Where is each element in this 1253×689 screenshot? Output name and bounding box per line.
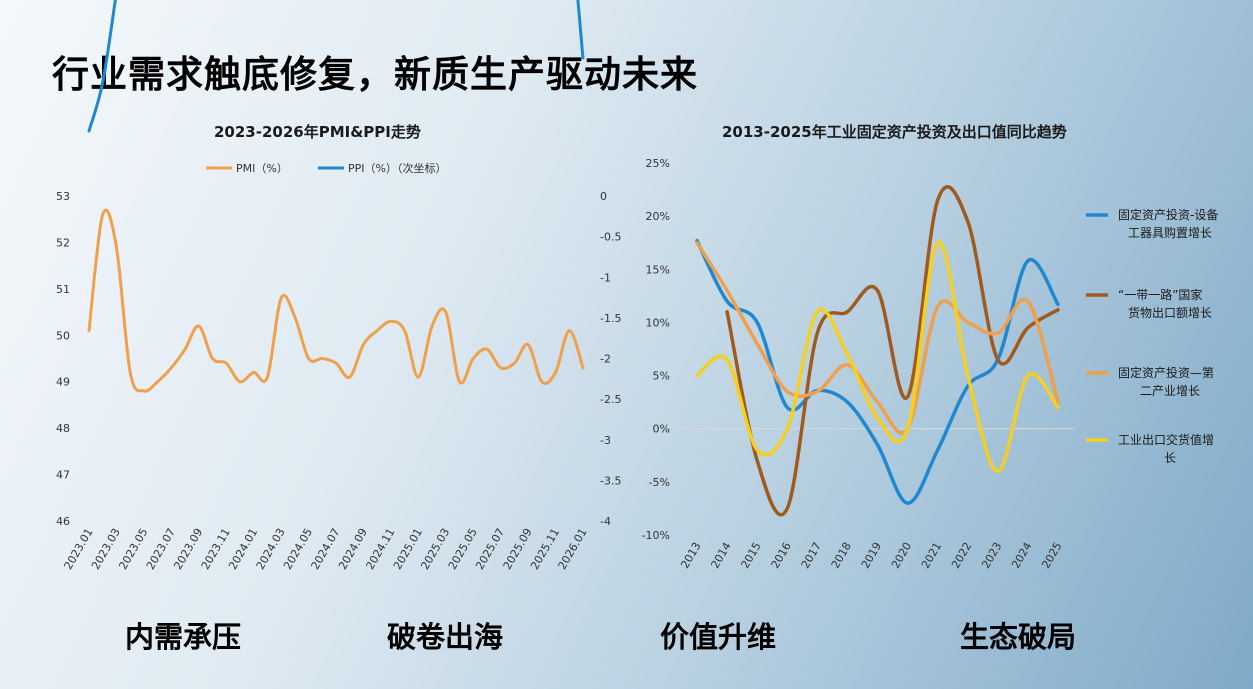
y-axis-tick-label: -5% bbox=[649, 476, 670, 489]
keyword-domestic-demand: 内需承压 bbox=[125, 620, 242, 654]
left-axis-tick-label: 50 bbox=[56, 329, 70, 342]
right-axis-tick-label: -2 bbox=[600, 353, 611, 366]
belt-road-export-line bbox=[725, 185, 1060, 517]
legend-label: 固定资产投资—第二产业增长 bbox=[1118, 365, 1214, 398]
x-axis-tick-label: 2021 bbox=[919, 540, 944, 571]
chart2-title: 2013-2025年工业固定资产投资及出口值同比趋势 bbox=[722, 123, 1067, 141]
y-axis-tick-label: 10% bbox=[646, 316, 670, 329]
pmi-series-line bbox=[87, 208, 585, 393]
legend-label: 工业出口交货值增长 bbox=[1118, 432, 1214, 465]
right-axis-tick-label: -1.5 bbox=[600, 312, 621, 325]
right-axis-tick-label: -3.5 bbox=[600, 474, 621, 487]
right-axis-tick-label: 0 bbox=[600, 190, 607, 203]
keyword-value-upgrade: 价值升维 bbox=[660, 620, 777, 654]
equipment-investment-line bbox=[695, 238, 1060, 505]
right-axis-tick-label: -3 bbox=[600, 434, 611, 447]
x-axis-tick-label: 2014 bbox=[708, 540, 733, 571]
secondary-industry-investment-line bbox=[695, 240, 1060, 435]
left-axis-tick-label: 47 bbox=[56, 469, 70, 482]
legend-label: 固定资产投资-设备工器具购置增长 bbox=[1118, 207, 1218, 240]
right-axis-tick-label: -4 bbox=[600, 515, 611, 528]
y-axis-tick-label: -10% bbox=[642, 529, 670, 542]
x-axis-tick-label: 2020 bbox=[889, 540, 914, 571]
pmi-ppi-chart: 53 52 51 50 49 48 47 46 0 -0.5 -1 -1.5 -2 -2.5 -3 -3.5 -… bbox=[56, 0, 621, 572]
left-axis-tick-label: 51 bbox=[56, 283, 70, 296]
left-axis-tick-label: 52 bbox=[56, 236, 70, 249]
keyword-ecosystem-breakthrough: 生态破局 bbox=[960, 620, 1077, 654]
x-axis-tick-label: 2017 bbox=[799, 540, 824, 571]
x-axis-tick-label: 2023 bbox=[979, 540, 1004, 571]
legend-label: PPI（%）（次坐标） bbox=[348, 161, 446, 175]
page-title: 行业需求触底修复，新质生产驱动未来 bbox=[52, 53, 698, 96]
legend-label: “一带一路”国家货物出口额增长 bbox=[1118, 287, 1212, 320]
left-axis-tick-label: 49 bbox=[56, 376, 70, 389]
x-axis-tick-label: 2025 bbox=[1039, 540, 1064, 571]
x-axis-tick-label: 2022 bbox=[949, 540, 974, 571]
x-axis-tick-label: 2015 bbox=[739, 540, 764, 571]
right-axis-tick-label: -1 bbox=[600, 271, 611, 284]
y-axis-tick-label: 15% bbox=[646, 263, 670, 276]
y-axis-tick-label: 0% bbox=[653, 423, 670, 436]
x-axis-tick-label: 2013 bbox=[678, 540, 703, 571]
investment-export-chart: 25%20%15%10%5%0%-5%-10%2013 2014 2015 2016 2… bbox=[642, 157, 1219, 571]
left-axis-tick-label: 53 bbox=[56, 190, 70, 203]
y-axis-tick-label: 25% bbox=[646, 157, 670, 170]
keyword-going-overseas: 破卷出海 bbox=[387, 620, 504, 654]
legend-label: PMI（%） bbox=[236, 162, 288, 175]
y-axis-tick-label: 20% bbox=[646, 210, 670, 223]
left-axis-tick-label: 46 bbox=[56, 515, 70, 528]
right-axis-tick-label: -0.5 bbox=[600, 231, 621, 244]
x-axis-tick-label: 2018 bbox=[829, 540, 854, 571]
x-axis-tick-label: 2016 bbox=[769, 540, 794, 571]
right-axis-tick-label: -2.5 bbox=[600, 393, 621, 406]
chart1-title: 2023-2026年PMI&PPI走势 bbox=[214, 123, 421, 141]
industrial-export-line bbox=[695, 240, 1060, 473]
left-axis-tick-label: 48 bbox=[56, 422, 70, 435]
x-axis-tick-label: 2024 bbox=[1009, 540, 1034, 571]
y-axis-tick-label: 5% bbox=[653, 370, 670, 383]
x-axis-tick-label: 2019 bbox=[859, 540, 884, 571]
